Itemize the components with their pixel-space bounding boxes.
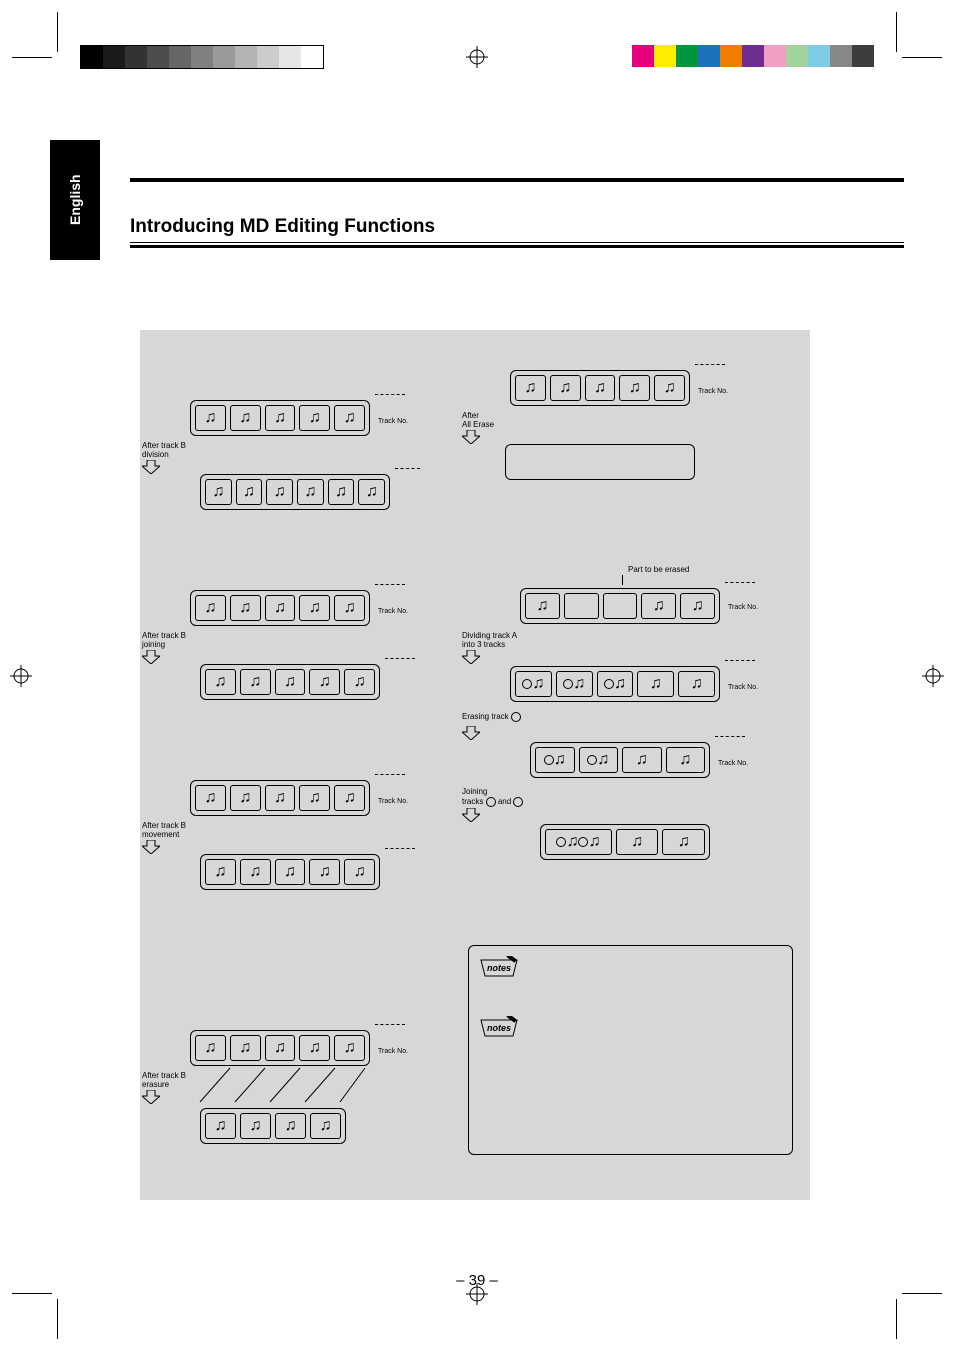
after-all-erase-label: After All Erase <box>462 412 494 430</box>
after-movement-label: After track B movement <box>142 822 186 840</box>
page-title: Introducing MD Editing Functions <box>130 216 435 238</box>
registration-mark-icon <box>922 665 944 687</box>
svg-text:notes: notes <box>487 1023 511 1033</box>
down-arrow-icon <box>462 430 480 444</box>
down-arrow-icon <box>462 726 480 740</box>
crop-mark <box>896 1299 897 1339</box>
notes-box: notes notes <box>468 945 793 1155</box>
track-no-label: Track No. <box>378 798 408 805</box>
erasing-track-label: Erasing track <box>462 712 521 722</box>
diagram-movement: ♫♫♫♫♫ Track No. After track B movement ♫… <box>190 780 420 900</box>
registration-mark-icon <box>466 46 488 68</box>
dividing-a-label: Dividing track A into 3 tracks <box>462 632 517 650</box>
track-no-label: Track No. <box>378 1048 408 1055</box>
grayscale-calibration-strip <box>80 45 324 69</box>
down-arrow-icon <box>142 1090 160 1104</box>
diagram-all-erase: ♫♫♫♫♫ Track No. After All Erase <box>510 370 770 490</box>
crop-mark <box>12 1293 52 1294</box>
erase-cross-lines <box>190 1066 370 1104</box>
crop-mark <box>57 1299 58 1339</box>
diagram-joining: ♫♫♫♫♫ Track No. After track B joining ♫♫… <box>190 590 420 710</box>
notes-icon: notes <box>479 956 519 980</box>
down-arrow-icon <box>142 460 160 474</box>
down-arrow-icon <box>142 840 160 854</box>
after-division-label: After track B division <box>142 442 186 460</box>
track-no-label: Track No. <box>718 760 748 767</box>
track-no-label: Track No. <box>378 608 408 615</box>
notes-icon: notes <box>479 1016 519 1040</box>
diagram-part-erase: Part to be erased ♫ ♫ ♫ Track No. Dividi… <box>510 580 790 910</box>
after-erasure-label: After track B erasure <box>142 1072 186 1090</box>
crop-mark <box>57 12 58 52</box>
track-no-label: Track No. <box>698 388 728 395</box>
after-joining-label: After track B joining <box>142 632 186 650</box>
track-no-label: Track No. <box>728 684 758 691</box>
track-no-label: Track No. <box>378 418 408 425</box>
down-arrow-icon <box>462 808 480 822</box>
crop-mark <box>12 57 52 58</box>
svg-text:notes: notes <box>487 963 511 973</box>
top-rule <box>130 178 904 182</box>
color-calibration-strip <box>632 45 874 67</box>
track-no-label: Track No. <box>728 604 758 611</box>
crop-mark <box>902 57 942 58</box>
rule <box>130 242 904 243</box>
page-number: – 39 – <box>456 1272 498 1289</box>
crop-mark <box>896 12 897 52</box>
language-tab: English <box>50 140 100 260</box>
joining-tracks-label: Joining tracks and <box>462 788 523 807</box>
down-arrow-icon <box>142 650 160 664</box>
diagram-panel: ♫♫♫♫♫ Track No. After track B division ♫… <box>140 330 810 1200</box>
registration-mark-icon <box>10 665 32 687</box>
crop-mark <box>902 1293 942 1294</box>
diagram-division: ♫♫♫♫♫ Track No. After track B division ♫… <box>190 400 420 520</box>
down-arrow-icon <box>462 650 480 664</box>
part-erased-label: Part to be erased <box>628 566 689 575</box>
diagram-erasure: ♫♫♫♫♫ Track No. After track B erasure <box>190 1030 420 1155</box>
rule <box>130 245 904 248</box>
